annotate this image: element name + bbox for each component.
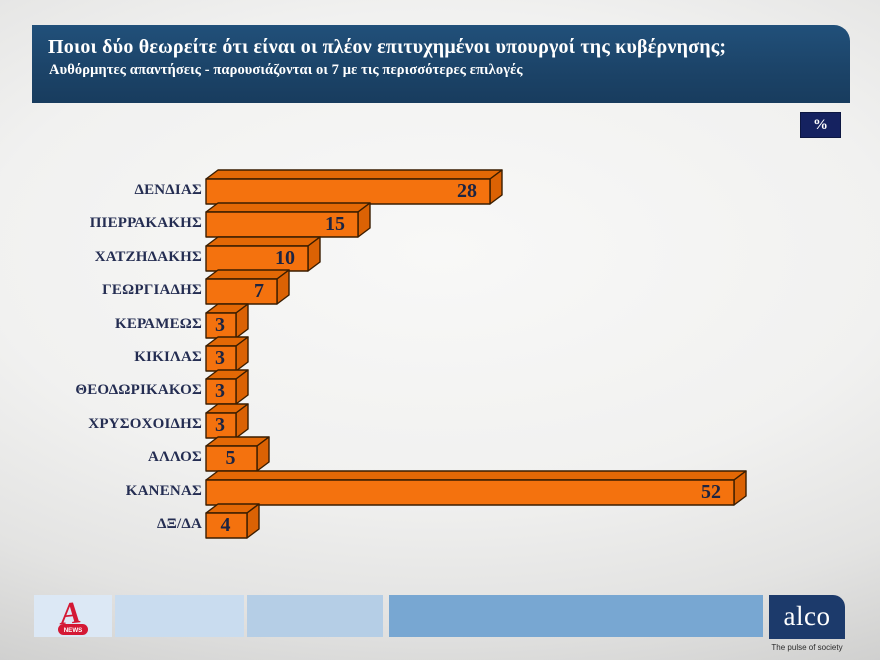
bar-label: ΧΑΤΖΗΔΑΚΗΣ [94,248,202,265]
footer-bar-3 [389,595,763,637]
alpha-news-icon: A NEWS [56,596,88,635]
bar-label: ΔΞ/ΔΑ [157,516,202,532]
bar-value: 3 [215,347,225,369]
footer-bar-1 [115,595,244,637]
bar-row: ΔΕΝΔΙΑΣ 28 [30,169,860,205]
bar-label: ΔΕΝΔΙΑΣ [134,182,202,198]
bar-value: 10 [275,246,295,269]
bar-label: ΚΙΚΙΛΑΣ [134,349,202,365]
bar [205,403,249,439]
svg-text:NEWS: NEWS [64,627,83,634]
bar-value: 7 [254,280,264,303]
bar-label: ΓΕΩΡΓΙΑΔΗΣ [102,282,202,299]
bar-row: ΚΕΡΑΜΕΩΣ 3 [30,302,860,339]
bar-row: ΧΡΥΣΟΧΟΙΔΗΣ 3 [30,403,860,439]
bar-row: ΓΕΩΡΓΙΑΔΗΣ 7 [30,269,860,305]
bar-row: ΚΑΝΕΝΑΣ 52 [30,469,860,506]
bar-label: ΚΑΝΕΝΑΣ [125,482,202,499]
bar-value: 28 [457,180,477,202]
alco-logo: alco [769,595,845,639]
bar-label: ΘΕΟΔΩΡΙΚΑΚΟΣ [75,382,202,399]
bar [205,503,260,539]
bar-row: ΑΛΛΟΣ 5 [30,436,860,472]
question-header: Ποιοι δύο θεωρείτε ότι είναι οι πλέον επ… [32,25,850,103]
bar [205,202,371,239]
bar-value: 3 [215,313,225,336]
percent-unit-badge: % [800,112,841,138]
bar-label: ΑΛΛΟΣ [148,449,202,466]
bar [205,436,270,472]
bar-row: ΔΞ/ΔΑ 4 [30,503,860,539]
bar [205,269,290,305]
bar-value: 3 [215,380,225,403]
question-subtitle: Αυθόρμητες απαντήσεις - παρουσιάζονται ο… [49,62,523,78]
bar-row: ΧΑΤΖΗΔΑΚΗΣ 10 [30,236,860,272]
bar [205,302,249,339]
bar-label: ΧΡΥΣΟΧΟΙΔΗΣ [88,415,202,432]
bar-value: 3 [215,413,225,436]
alco-tagline: The pulse of society [771,643,843,652]
bar-label: ΚΕΡΑΜΕΩΣ [114,315,202,332]
bar-row: ΠΙΕΡΡΑΚΑΚΗΣ 15 [30,202,860,239]
bar-value: 52 [701,480,721,503]
bar [205,236,321,272]
bar-value: 15 [325,213,345,236]
bar-row: ΘΕΟΔΩΡΙΚΑΚΟΣ 3 [30,369,860,406]
alpha-news-logo: A NEWS [34,595,112,637]
bar-row: ΚΙΚΙΛΑΣ 3 [30,336,860,372]
bar [205,469,747,506]
question-title: Ποιοι δύο θεωρείτε ότι είναι οι πλέον επ… [48,36,727,58]
bar [205,336,249,372]
bar-value: 5 [225,447,236,470]
bar-chart: ΔΕΝΔΙΑΣ 28 ΠΙΕΡΡΑΚΑΚΗΣ 15 ΧΑΤΖΗΔΑΚΗΣ 10 ΓΕΩΡΓΙ… [30,169,860,549]
bar-value: 4 [220,514,231,536]
bar-label: ΠΙΕΡΡΑΚΑΚΗΣ [89,215,202,232]
bar [205,369,249,406]
footer-bar-2 [247,595,383,637]
bar [205,169,503,205]
